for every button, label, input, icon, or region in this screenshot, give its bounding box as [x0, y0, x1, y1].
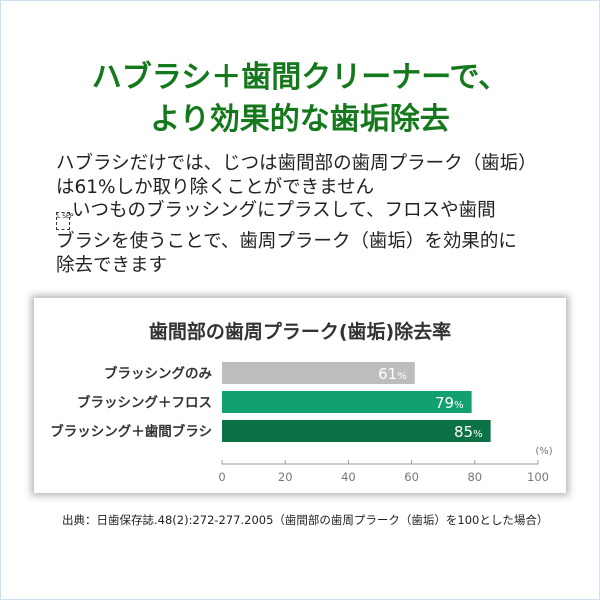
- category-label: ブラッシング＋歯間ブラシ: [50, 423, 212, 440]
- x-axis-unit-label: (%): [535, 446, 552, 457]
- description-line-text: いつものブラッシングにプラスして、フロスや歯間: [72, 200, 496, 221]
- category-label: ブラッシングのみ: [104, 365, 212, 382]
- x-tick-label: 80: [467, 470, 482, 484]
- x-tick-label: 60: [404, 470, 419, 484]
- x-tick-label: 100: [527, 470, 549, 484]
- source-citation: 出典：日歯保存誌.48(2):272-277.2005（歯間部の歯周プラーク（歯…: [62, 513, 549, 527]
- description-line: 除去できます: [56, 254, 168, 276]
- chart-panel: 歯間部の歯周プラーク(歯垢)除去率 ブラッシングのみ 61% ブラッシング＋フロス 7…: [34, 298, 566, 493]
- description-text: ハブラシだけでは、じつは歯間部の歯周プラーク（歯垢） は61%しか取り除くことが…: [56, 152, 566, 277]
- description-line: は61%しか取り除くことができません: [56, 176, 375, 198]
- description-line: L SEPいつものブラッシングにプラスして、フロスや歯間: [56, 199, 566, 230]
- bar-chart: 歯間部の歯周プラーク(歯垢)除去率 ブラッシングのみ 61% ブラッシング＋フロス 7…: [50, 320, 552, 484]
- description-line: ハブラシだけでは、じつは歯間部の歯周プラーク（歯垢）: [56, 153, 537, 174]
- x-tick-label: 0: [218, 470, 225, 484]
- x-tick-label: 20: [278, 470, 293, 484]
- bar: [222, 362, 415, 384]
- category-label: ブラッシング＋フロス: [77, 394, 212, 411]
- data-label: 85%: [454, 423, 483, 441]
- description-line: ブラシを使うことで、歯周プラーク（歯垢）を効果的に: [56, 231, 517, 252]
- headline-line-1: ハブラシ＋歯間クリーナーで、: [91, 60, 509, 95]
- bar: [222, 391, 472, 413]
- headline-line-2: より効果的な歯垢除去: [150, 102, 450, 137]
- chart-title: 歯間部の歯周プラーク(歯垢)除去率: [149, 320, 451, 343]
- line-separator-glyph-icon: L SEP: [56, 212, 73, 230]
- data-label: 79%: [435, 394, 464, 412]
- bar: [222, 420, 491, 442]
- x-tick-label: 40: [341, 470, 356, 484]
- data-label: 61%: [378, 365, 407, 383]
